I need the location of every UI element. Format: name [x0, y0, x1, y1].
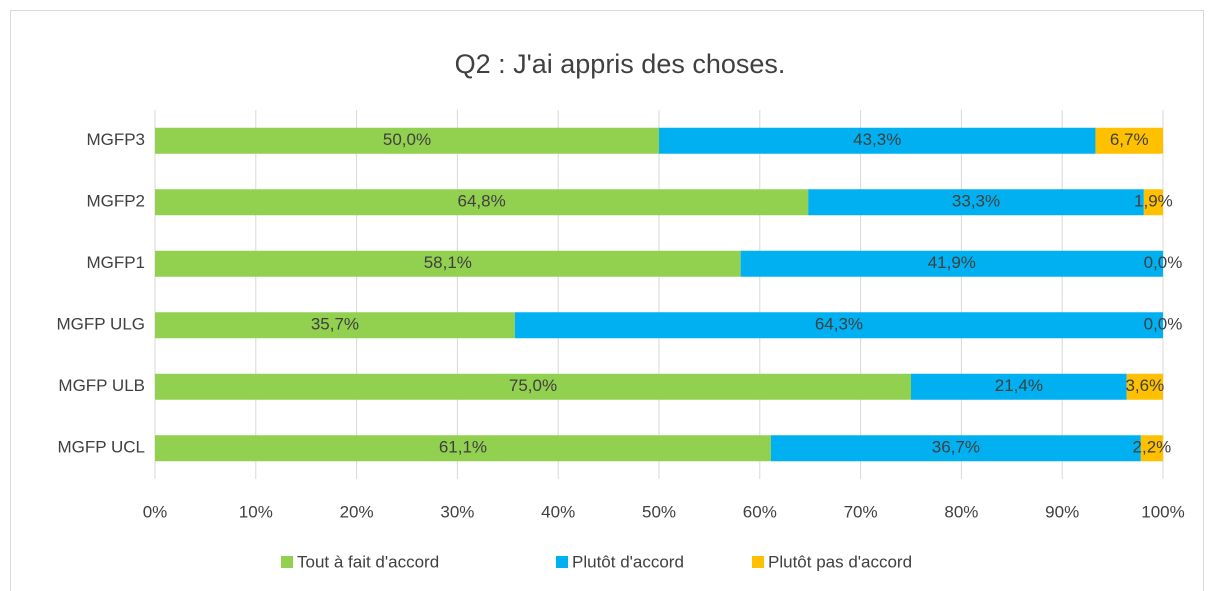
- data-label: 58,1%: [424, 253, 472, 272]
- data-label: 36,7%: [932, 438, 980, 457]
- data-label: 2,2%: [1133, 438, 1172, 457]
- x-tick-label: 60%: [743, 502, 777, 521]
- y-tick-label: MGFP ULG: [57, 315, 145, 334]
- legend-swatch: [281, 556, 293, 568]
- data-label: 41,9%: [928, 253, 976, 272]
- data-label: 6,7%: [1110, 130, 1149, 149]
- data-label: 64,8%: [457, 192, 505, 211]
- chart-title: Q2 : J'ai appris des choses.: [455, 49, 786, 79]
- bar-segment: [155, 250, 741, 277]
- data-label: 33,3%: [952, 192, 1000, 211]
- data-label: 0,0%: [1144, 315, 1183, 334]
- bar-segment: [155, 373, 911, 400]
- bar-segment: [740, 250, 1163, 277]
- bar-segment: [155, 435, 771, 462]
- data-label: 21,4%: [995, 376, 1043, 395]
- x-tick-label: 10%: [239, 502, 273, 521]
- y-tick-label: MGFP ULB: [58, 376, 145, 395]
- bar-segment: [1095, 127, 1163, 154]
- bar-segment: [1143, 189, 1163, 216]
- y-tick-label: MGFP2: [86, 192, 145, 211]
- data-label: 1,9%: [1134, 192, 1173, 211]
- legend-swatch: [752, 556, 764, 568]
- y-tick-label: MGFP3: [86, 130, 145, 149]
- legend-label: Plutôt pas d'accord: [768, 552, 912, 571]
- legend-swatch: [556, 556, 568, 568]
- data-label: 0,0%: [1144, 253, 1183, 272]
- bar-segment: [1126, 373, 1163, 400]
- x-tick-label: 0%: [143, 502, 168, 521]
- legend-label: Tout à fait d'accord: [297, 552, 439, 571]
- bar-segment: [770, 435, 1141, 462]
- x-tick-label: 30%: [440, 502, 474, 521]
- chart-frame: [10, 10, 1204, 591]
- x-tick-label: 50%: [642, 502, 676, 521]
- x-tick-label: 90%: [1045, 502, 1079, 521]
- data-label: 61,1%: [439, 438, 487, 457]
- data-label: 35,7%: [311, 315, 359, 334]
- bar-segment: [155, 189, 809, 216]
- bar-segment: [514, 312, 1163, 339]
- data-label: 64,3%: [815, 315, 863, 334]
- bar-segment: [808, 189, 1144, 216]
- x-tick-label: 100%: [1141, 502, 1184, 521]
- x-tick-label: 80%: [944, 502, 978, 521]
- bar-segment: [155, 312, 515, 339]
- x-tick-label: 20%: [340, 502, 374, 521]
- bar-segment: [659, 127, 1096, 154]
- data-label: 50,0%: [383, 130, 431, 149]
- data-label: 43,3%: [853, 130, 901, 149]
- x-tick-label: 70%: [844, 502, 878, 521]
- x-tick-label: 40%: [541, 502, 575, 521]
- y-tick-label: MGFP1: [86, 253, 145, 272]
- bar-segment: [911, 373, 1127, 400]
- bar-segment: [155, 127, 659, 154]
- data-label: 3,6%: [1125, 376, 1164, 395]
- legend-label: Plutôt d'accord: [572, 552, 684, 571]
- data-label: 75,0%: [509, 376, 557, 395]
- y-tick-label: MGFP UCL: [57, 438, 145, 457]
- bar-segment: [1140, 435, 1163, 462]
